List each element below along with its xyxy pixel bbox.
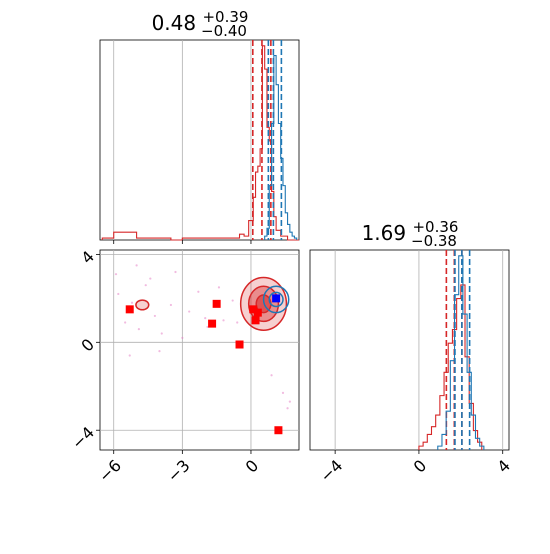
joint-contour-2-level-1 (268, 291, 284, 308)
y-marginal-title-main: 1.69 (362, 221, 407, 245)
x-marginal-frame (99, 39, 300, 241)
x-marginal-title: 0.48 +0.39 (152, 8, 249, 35)
joint-background-point (231, 299, 234, 302)
joint-marker-series-0 (274, 426, 283, 435)
joint-marker-series-0 (249, 305, 258, 314)
joint-background-point (160, 332, 163, 335)
joint-background-point (144, 284, 147, 287)
joint-background-point (197, 290, 200, 293)
x-marginal-grid (113, 40, 252, 240)
joint-background-point (174, 270, 177, 274)
joint-background-point (130, 301, 134, 304)
joint-background-point (217, 286, 221, 289)
y-marginal-frame (309, 249, 510, 451)
joint-background-point (137, 328, 140, 331)
joint-background-point (204, 317, 207, 320)
joint-grid (100, 250, 299, 450)
joint-background-point (114, 273, 118, 276)
y-marginal-series-1-step (437, 255, 485, 450)
joint-background-point (128, 354, 131, 357)
joint-marker-series-0 (212, 299, 221, 308)
joint-background-point (286, 407, 289, 410)
joint-background-point (149, 277, 152, 280)
joint-y-tick-label: −4 (68, 423, 98, 453)
joint-background-point (236, 321, 239, 324)
joint-x-tick-label: −6 (95, 456, 125, 486)
joint-x-tick-label: 0 (242, 456, 263, 477)
x-marginal-title-sup: +0.39 (202, 8, 248, 26)
joint-background-point (206, 325, 209, 329)
joint-markers (125, 294, 283, 435)
joint-frame (99, 249, 300, 451)
x-marginal-histogram: 0.48 +0.39 −0.40 (99, 8, 300, 244)
x-marginal-series-0-step (101, 45, 299, 241)
y-marginal-tick-label: 4 (493, 456, 514, 477)
y-marginal-title-sub: −0.38 (411, 232, 457, 250)
joint-marker-series-0 (253, 308, 262, 317)
joint-background-point (288, 400, 291, 403)
joint-marker-series-0 (125, 305, 134, 314)
joint-contour-2-level-0 (262, 285, 290, 314)
joint-background-point (153, 314, 156, 318)
x-marginal-ticks (113, 240, 252, 244)
joint-background-point (169, 303, 173, 307)
joint-background-point (281, 391, 285, 394)
joint-background-point (181, 336, 184, 340)
joint-marker-series-1 (272, 294, 281, 303)
joint-background-point (188, 310, 191, 313)
joint-marker-series-0 (208, 319, 217, 328)
joint-background-point (158, 349, 161, 353)
y-marginal-series-0-step (418, 284, 483, 450)
y-marginal-marks (418, 250, 485, 450)
joint-background-point (124, 321, 127, 324)
y-marginal-title: 1.69 +0.36 (362, 218, 459, 245)
y-marginal-histogram: −4 0 4 1.69 +0.36 −0.38 (309, 218, 514, 486)
x-marginal-marks (101, 40, 299, 241)
x-marginal-title-main: 0.48 (152, 11, 197, 35)
joint-background-point (135, 264, 138, 267)
joint-background-point (222, 319, 225, 322)
joint-scatter-panel: −6 −3 0 4 0 −4 (68, 247, 300, 486)
y-marginal-grid (334, 250, 504, 450)
y-marginal-title-sup: +0.36 (412, 218, 458, 236)
joint-background-points (114, 264, 291, 410)
y-marginal-tick-label: 0 (410, 456, 431, 477)
joint-background-point (270, 374, 273, 377)
joint-x-tick-label: −3 (164, 456, 194, 486)
x-marginal-title-sub: −0.40 (201, 22, 247, 40)
y-marginal-ticks: −4 0 4 (316, 450, 514, 486)
joint-contour-1-level-0 (135, 299, 150, 311)
joint-background-point (117, 292, 120, 296)
joint-y-tick-label: 4 (77, 247, 98, 268)
y-marginal-tick-label: −4 (316, 456, 346, 486)
joint-y-tick-label: 0 (77, 335, 98, 356)
joint-marker-series-0 (235, 340, 244, 349)
joint-marker-series-0 (251, 316, 260, 325)
